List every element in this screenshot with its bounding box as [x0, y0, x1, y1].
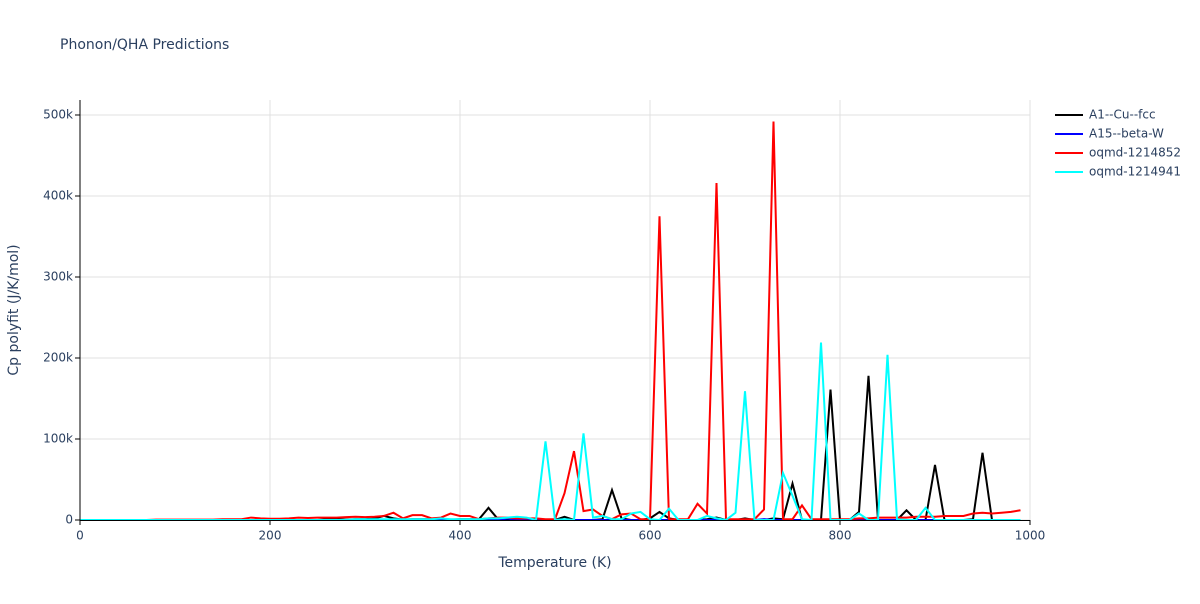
y-tick-label: 0 [65, 513, 73, 527]
y-tick-label: 400k [43, 188, 73, 202]
legend-label: oqmd-1214852 [1089, 146, 1181, 160]
legend: A1--Cu--fcc A15--beta-W oqmd-1214852 oqmd-1… [1055, 108, 1181, 179]
y-tick-label: 300k [43, 269, 73, 283]
legend-label: oqmd-1214941 [1089, 165, 1181, 179]
x-axis-title: Temperature (K) [497, 555, 611, 571]
x-tick-label: 1000 [1015, 529, 1046, 543]
x-tick-label: 800 [829, 529, 852, 543]
y-axis-title: Cp polyfit (J/K/mol) [6, 244, 22, 375]
legend-label: A15--beta-W [1089, 127, 1164, 141]
lines [80, 121, 1021, 522]
y-tick-label: 100k [43, 431, 73, 445]
legend-label: A1--Cu--fcc [1089, 108, 1156, 122]
grid: 0 100k 200k 300k 400k 500k 0 200 400 600 800 1000 [43, 100, 1045, 543]
x-tick-label: 0 [76, 529, 84, 543]
chart-title: Phonon/QHA Predictions [60, 37, 229, 53]
x-tick-label: 600 [639, 529, 662, 543]
series-line [80, 342, 1021, 522]
y-tick-label: 200k [43, 350, 73, 364]
x-tick-label: 200 [259, 529, 282, 543]
y-tick-label: 500k [43, 107, 73, 121]
series-line [80, 121, 1021, 521]
x-tick-label: 400 [449, 529, 472, 543]
